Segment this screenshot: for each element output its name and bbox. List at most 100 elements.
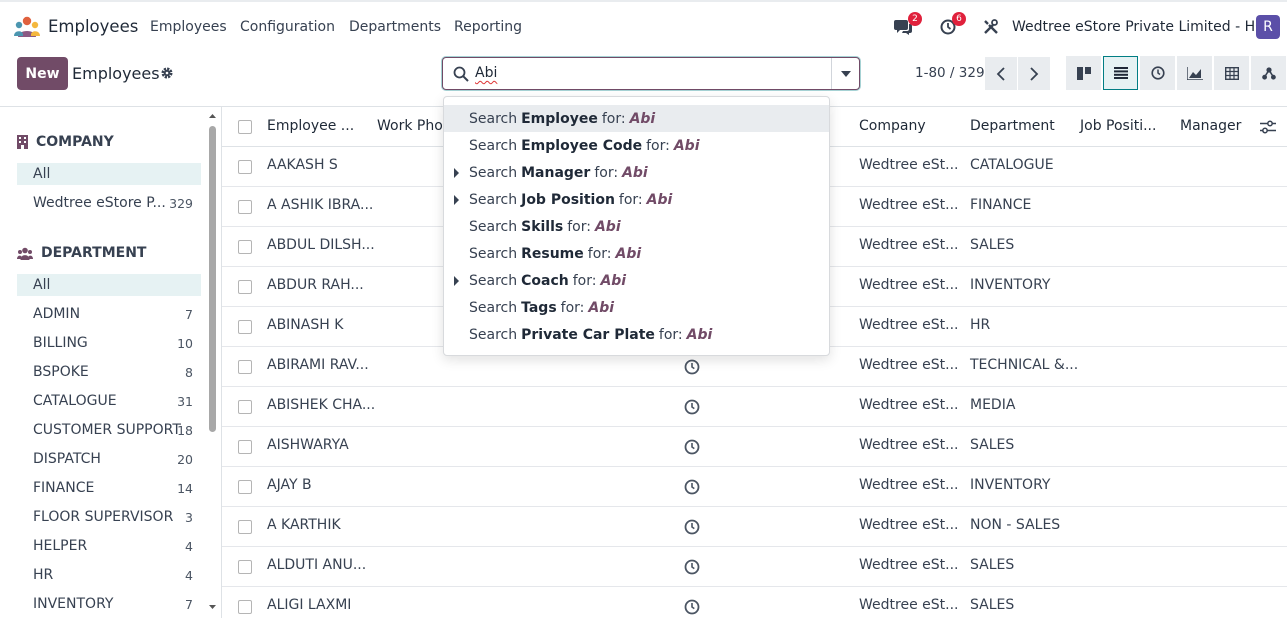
row-checkbox[interactable] [238,240,252,254]
department-filter-item[interactable]: HELPER 4 [17,535,201,557]
row-checkbox[interactable] [238,520,252,534]
view-activity-button[interactable] [1140,56,1175,90]
new-button[interactable]: New [17,57,68,90]
pager-next-button[interactable] [1018,57,1050,90]
activity-clock-icon[interactable] [684,559,700,575]
caret-down-icon [841,70,851,77]
view-pivot-button[interactable] [1214,56,1249,90]
app-name[interactable]: Employees [48,17,139,36]
table-row[interactable]: ALIGI LAXMI Wedtree eSt... SALES [222,587,1287,618]
search-suggestion-item[interactable]: Search Private Car Plate for: Abi [444,321,829,348]
department-filter-item[interactable]: ADMIN 7 [17,303,201,325]
department-filter-item[interactable]: HR 4 [17,564,201,586]
expand-caret-icon[interactable] [454,168,459,178]
messages-button[interactable]: 2 [894,12,922,39]
search-suggestion-item[interactable]: Search Employee Code for: Abi [444,132,829,159]
department-filter-item[interactable]: FLOOR SUPERVISOR 3 [17,506,201,528]
table-row[interactable]: ABISHEK CHA... Wedtree eSt... MEDIA [222,387,1287,427]
row-checkbox[interactable] [238,160,252,174]
department-filter-item[interactable]: DISPATCH 20 [17,448,201,470]
table-row[interactable]: ABIRAMI RAV... Wedtree eSt... TECHNICAL &.… [222,347,1287,387]
activities-button[interactable]: 6 [940,12,966,39]
row-checkbox[interactable] [238,280,252,294]
department-filter-label: DISPATCH [33,451,101,467]
search-suggestion-item[interactable]: Search Employee for: Abi [444,105,829,132]
suggestion-prefix: Search [469,218,518,235]
menu-reporting[interactable]: Reporting [454,19,523,35]
debug-tools-button[interactable] [983,15,999,39]
search-suggestion-item[interactable]: Search Skills for: Abi [444,213,829,240]
activity-clock-icon[interactable] [684,479,700,495]
company-filter-wedtree[interactable]: Wedtree eStore P... 329 [17,192,201,214]
activity-clock-icon[interactable] [684,399,700,415]
column-header-work-phone[interactable]: Work Pho... [377,118,456,134]
row-checkbox[interactable] [238,480,252,494]
search-suggestion-item[interactable]: Search Coach for: Abi [444,267,829,294]
search-suggestion-item[interactable]: Search Manager for: Abi [444,159,829,186]
department-filter-count: 4 [185,567,193,583]
view-kanban-button[interactable] [1066,56,1101,90]
search-bar[interactable]: Abi [442,57,860,90]
department-filter-item[interactable]: CATALOGUE 31 [17,390,201,412]
column-header-job-position[interactable]: Job Positi... [1080,118,1157,134]
table-row[interactable]: AISHWARYA Wedtree eSt... SALES [222,427,1287,467]
menu-departments[interactable]: Departments [349,19,442,35]
column-header-department[interactable]: Department [970,118,1055,134]
activity-clock-icon[interactable] [684,359,700,375]
table-row[interactable]: AJAY B Wedtree eSt... INVENTORY [222,467,1287,507]
search-options-toggle[interactable] [831,58,860,89]
row-checkbox[interactable] [238,560,252,574]
company-switcher[interactable]: Wedtree eStore Private Limited - HO [1012,19,1267,35]
activity-clock-icon[interactable] [684,439,700,455]
suggestion-query: Abi [673,137,700,154]
department-cell: MEDIA [970,397,1016,413]
row-checkbox[interactable] [238,600,252,614]
view-hierarchy-button[interactable] [1251,56,1286,90]
sidebar-scrollbar-thumb[interactable] [209,126,216,432]
search-suggestion-item[interactable]: Search Job Position for: Abi [444,186,829,213]
department-filter-item[interactable]: All [17,274,201,296]
gear-icon[interactable] [160,66,174,80]
department-cell: INVENTORY [970,277,1051,293]
user-avatar[interactable]: R [1256,15,1280,39]
view-list-button[interactable] [1103,56,1138,90]
table-row[interactable]: ALDUTI ANU... Wedtree eSt... SALES [222,547,1287,587]
menu-employees[interactable]: Employees [150,19,227,35]
column-header-employee[interactable]: Employee ... [267,118,355,134]
department-filter-item[interactable]: CUSTOMER SUPPORT 18 [17,419,201,441]
company-filter-all[interactable]: All [17,163,201,185]
menu-configuration[interactable]: Configuration [240,19,335,35]
search-suggestion-item[interactable]: Search Resume for: Abi [444,240,829,267]
select-all-checkbox[interactable] [238,120,252,134]
view-graph-button[interactable] [1177,56,1212,90]
search-input[interactable]: Abi [475,65,498,81]
row-checkbox[interactable] [238,440,252,454]
suggestion-field: Skills [521,218,564,235]
expand-caret-icon[interactable] [454,195,459,205]
activity-clock-icon[interactable] [684,519,700,535]
department-filter-item[interactable]: FINANCE 14 [17,477,201,499]
pager-previous-button[interactable] [985,57,1017,90]
department-filter-item[interactable]: BSPOKE 8 [17,361,201,383]
row-checkbox[interactable] [238,320,252,334]
employees-app-icon[interactable] [14,16,40,38]
suggestion-for: for: [618,191,643,208]
search-suggestion-item[interactable]: Search Tags for: Abi [444,294,829,321]
column-header-manager[interactable]: Manager [1180,118,1242,134]
pager-value[interactable]: 1-80 / 329 [915,65,985,81]
column-settings-icon[interactable] [1260,120,1276,134]
department-filter-item[interactable]: INVENTORY 7 [17,593,201,615]
suggestion-field: Tags [521,299,557,316]
suggestion-query: Abi [588,299,615,316]
table-row[interactable]: A KARTHIK Wedtree eSt... NON - SALES [222,507,1287,547]
expand-caret-icon[interactable] [454,276,459,286]
department-filter-item[interactable]: BILLING 10 [17,332,201,354]
sidebar-scrollbar[interactable] [207,112,218,617]
activity-clock-icon[interactable] [684,599,700,615]
department-cell: SALES [970,597,1015,613]
department-filter-count: 10 [177,335,193,351]
column-header-company[interactable]: Company [859,118,926,134]
row-checkbox[interactable] [238,400,252,414]
row-checkbox[interactable] [238,360,252,374]
row-checkbox[interactable] [238,200,252,214]
